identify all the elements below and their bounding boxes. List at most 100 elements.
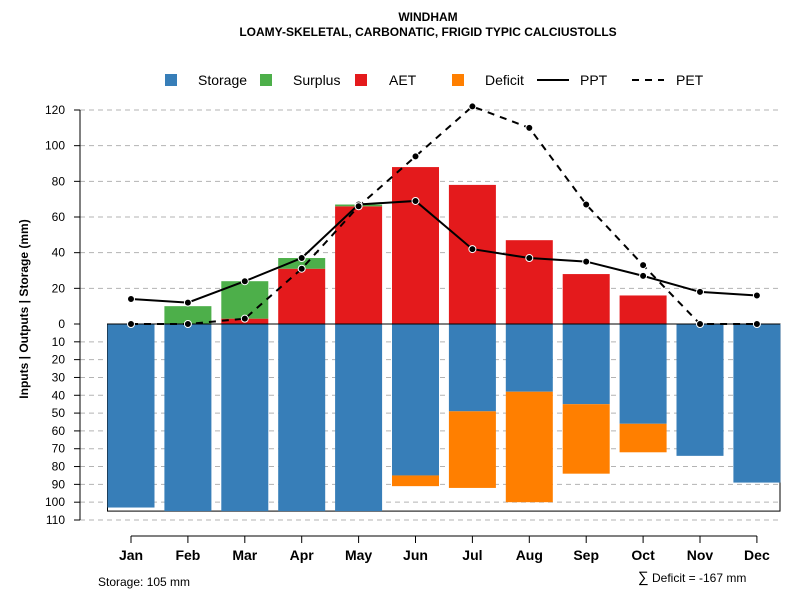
x-tick-label-apr: Apr (290, 547, 315, 563)
y-tick-label: 20 (52, 353, 66, 367)
y-tick-label: 60 (52, 424, 66, 438)
legend-label-aet: AET (389, 72, 417, 88)
bar-storage-oct (619, 324, 667, 424)
y-tick-label: 80 (52, 174, 66, 188)
chart-title: WINDHAM (398, 10, 457, 24)
x-tick-label-nov: Nov (687, 547, 714, 563)
bar-deficit-oct (619, 423, 667, 453)
legend-swatch-storage (165, 74, 177, 86)
pet-point-jan (127, 320, 135, 328)
bar-storage-jan (107, 324, 155, 508)
ppt-point-feb (183, 298, 192, 307)
pet-point-dec (752, 320, 761, 328)
bar-deficit-sep (562, 404, 610, 474)
legend-label-surplus: Surplus (293, 72, 340, 88)
x-tick-label-aug: Aug (516, 547, 543, 563)
bar-storage-jun (392, 324, 439, 476)
bars (107, 167, 781, 512)
storage-footnote: Storage: 105 mm (98, 575, 190, 589)
pet-point-oct (639, 261, 648, 270)
x-tick-label-mar: Mar (232, 547, 257, 563)
bar-storage-nov (676, 324, 724, 456)
legend-swatch-surplus (260, 74, 272, 86)
legend-swatch-aet (355, 74, 367, 86)
x-tick-label-jul: Jul (462, 547, 482, 563)
y-tick-label: 0 (58, 317, 65, 331)
bar-storage-jul (448, 324, 496, 412)
bar-aet-jul (448, 184, 496, 324)
y-tick-label: 110 (46, 513, 65, 527)
ppt-point-mar (240, 277, 249, 286)
x-tick-label-jan: Jan (119, 547, 143, 563)
ppt-point-apr (297, 254, 306, 263)
ppt-point-jan (127, 295, 135, 304)
pet-point-mar (240, 314, 249, 323)
x-tick-label-sep: Sep (573, 547, 599, 563)
bar-storage-may (335, 324, 383, 512)
bar-aet-apr (278, 268, 326, 324)
y-tick-label: 20 (52, 281, 66, 295)
pet-point-apr (297, 264, 306, 273)
y-tick-label: 60 (52, 210, 66, 224)
deficit-footnote: Deficit = -167 mm (652, 571, 746, 585)
bar-aet-may (335, 206, 383, 324)
legend-label-deficit: Deficit (485, 72, 524, 88)
legend-label-storage: Storage (198, 72, 247, 88)
pet-point-may (354, 202, 363, 211)
bar-deficit-jul (448, 411, 496, 488)
ppt-point-jul (468, 245, 477, 254)
ppt-point-nov (696, 287, 704, 296)
y-tick-label: 100 (45, 495, 65, 509)
y-axis: 0 20 40 60 80 100 120 10 20 30 40 50 60 70 80 90 100 110 (45, 103, 81, 527)
ppt-line (130, 199, 757, 304)
lines (127, 102, 761, 328)
bar-aet-oct (619, 295, 667, 324)
bar-storage-apr (278, 324, 326, 512)
bar-surplus-apr (278, 258, 326, 269)
pet-point-jul (468, 102, 477, 111)
y-tick-label: 120 (45, 103, 65, 117)
y-tick-label: 40 (52, 246, 66, 260)
ppt-point-aug (525, 254, 534, 263)
x-tick-label-jun: Jun (403, 547, 428, 563)
y-tick-label: 10 (52, 335, 66, 349)
y-tick-label: 100 (45, 139, 65, 153)
legend: Storage Surplus AET Deficit PPT PET (165, 72, 704, 88)
bar-storage-sep (562, 324, 610, 405)
pet-point-feb (183, 320, 192, 328)
bar-storage-feb (164, 324, 212, 512)
x-tick-label-dec: Dec (744, 547, 770, 563)
x-tick-label-may: May (345, 547, 372, 563)
y-axis-title: Inputs | Outputs | Storage (mm) (17, 219, 31, 398)
bar-deficit-jun (392, 475, 439, 487)
bar-storage-dec (733, 324, 781, 483)
legend-label-pet: PET (676, 72, 704, 88)
legend-label-ppt: PPT (580, 72, 608, 88)
bar-aet-sep (562, 274, 610, 324)
pet-point-jun (411, 152, 420, 161)
y-tick-label: 80 (52, 460, 66, 474)
bar-storage-aug (505, 324, 553, 392)
x-tick-label-feb: Feb (175, 547, 200, 563)
y-tick-label: 90 (52, 477, 66, 491)
y-tick-label: 40 (52, 388, 66, 402)
sum-symbol: ∑ (638, 569, 649, 586)
ppt-point-jun (411, 196, 420, 205)
pet-point-nov (696, 320, 704, 328)
y-tick-label: 30 (52, 370, 66, 384)
bar-aet-jun (392, 167, 439, 324)
ppt-point-oct (639, 271, 648, 280)
pet-point-sep (582, 200, 591, 209)
x-tick-label-oct: Oct (631, 547, 655, 563)
pet-line (131, 105, 757, 325)
y-tick-label: 70 (52, 442, 66, 456)
bar-surplus-feb (164, 306, 212, 324)
bar-aet-aug (505, 240, 553, 324)
ppt-point-dec (752, 291, 761, 300)
legend-swatch-deficit (452, 74, 464, 86)
bar-deficit-aug (505, 391, 553, 503)
pet-point-aug (525, 123, 534, 132)
x-axis: Jan Feb Mar Apr May Jun Jul Aug Sep Oct Nov Dec (119, 535, 770, 563)
chart-subtitle: LOAMY-SKELETAL, CARBONATIC, FRIGID TYPIC… (239, 25, 616, 39)
